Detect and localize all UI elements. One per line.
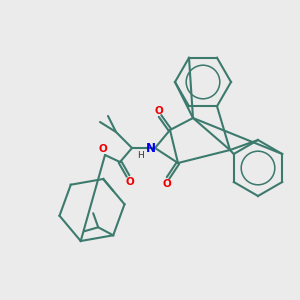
Text: O: O: [99, 144, 107, 154]
Text: O: O: [126, 177, 134, 187]
Text: H: H: [136, 152, 143, 160]
Text: O: O: [154, 106, 164, 116]
Text: N: N: [146, 142, 156, 154]
Text: O: O: [163, 179, 171, 189]
